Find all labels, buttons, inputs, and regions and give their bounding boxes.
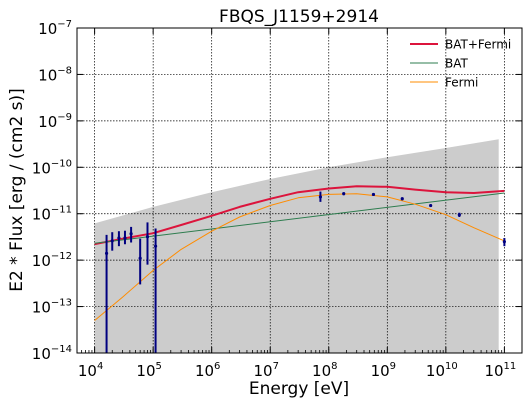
y-axis-label: E2 * Flux [erg / (cm2 s)] bbox=[7, 88, 27, 292]
y-tick-label: 10−10 bbox=[32, 158, 72, 177]
x-tick-label: 107 bbox=[253, 361, 278, 380]
series-layer bbox=[94, 185, 505, 321]
legend-label: BAT bbox=[445, 57, 469, 71]
data-point bbox=[318, 195, 323, 199]
y-tick-label: 10−14 bbox=[32, 344, 72, 363]
data-point bbox=[138, 256, 142, 260]
y-tick-labels: 10−14 10−13 10−12 10−11 10−10 10−9 10−8 10−7 bbox=[32, 19, 72, 363]
data-point bbox=[457, 213, 461, 217]
ticks-layer bbox=[77, 27, 522, 354]
data-points-layer bbox=[104, 191, 506, 353]
data-point bbox=[129, 232, 133, 236]
y-tick-label: 10−7 bbox=[38, 19, 72, 38]
legend-label: Fermi bbox=[445, 76, 478, 90]
x-tick-label: 109 bbox=[371, 361, 396, 380]
data-point bbox=[429, 203, 433, 208]
x-tick-label: 1011 bbox=[484, 361, 516, 380]
data-point bbox=[145, 235, 150, 239]
legend: BAT+Fermi BAT Fermi bbox=[410, 38, 511, 90]
data-point bbox=[123, 236, 127, 240]
data-point bbox=[110, 239, 114, 243]
series-line-bat-fermi bbox=[94, 185, 505, 246]
x-tick-labels: 104 105 106 107 108 109 1010 1011 bbox=[78, 361, 516, 380]
uncertainty-band-layer bbox=[94, 139, 499, 353]
y-tick-label: 10−13 bbox=[32, 298, 72, 317]
x-tick-label: 104 bbox=[78, 361, 103, 380]
series-line-bat bbox=[94, 192, 505, 244]
data-point bbox=[153, 244, 158, 248]
plot-frame bbox=[76, 27, 523, 354]
series-line-fermi bbox=[94, 193, 505, 321]
data-point bbox=[104, 251, 109, 255]
y-tick-label: 10−12 bbox=[32, 251, 72, 270]
data-point bbox=[400, 197, 404, 201]
data-point bbox=[117, 236, 121, 240]
x-tick-label: 1010 bbox=[426, 361, 458, 380]
x-axis-label: Energy [eV] bbox=[249, 379, 349, 399]
chart-title: FBQS_J1159+2914 bbox=[219, 7, 379, 27]
uncertainty-band bbox=[94, 139, 499, 353]
legend-label: BAT+Fermi bbox=[445, 38, 511, 52]
data-point bbox=[371, 192, 376, 197]
y-tick-label: 10−8 bbox=[38, 65, 72, 84]
x-tick-label: 105 bbox=[136, 361, 161, 380]
data-point bbox=[342, 192, 346, 196]
y-tick-label: 10−11 bbox=[32, 205, 72, 224]
y-tick-label: 10−9 bbox=[38, 112, 72, 131]
data-point bbox=[502, 240, 506, 244]
x-tick-label: 108 bbox=[312, 361, 337, 380]
x-tick-label: 106 bbox=[195, 361, 220, 380]
